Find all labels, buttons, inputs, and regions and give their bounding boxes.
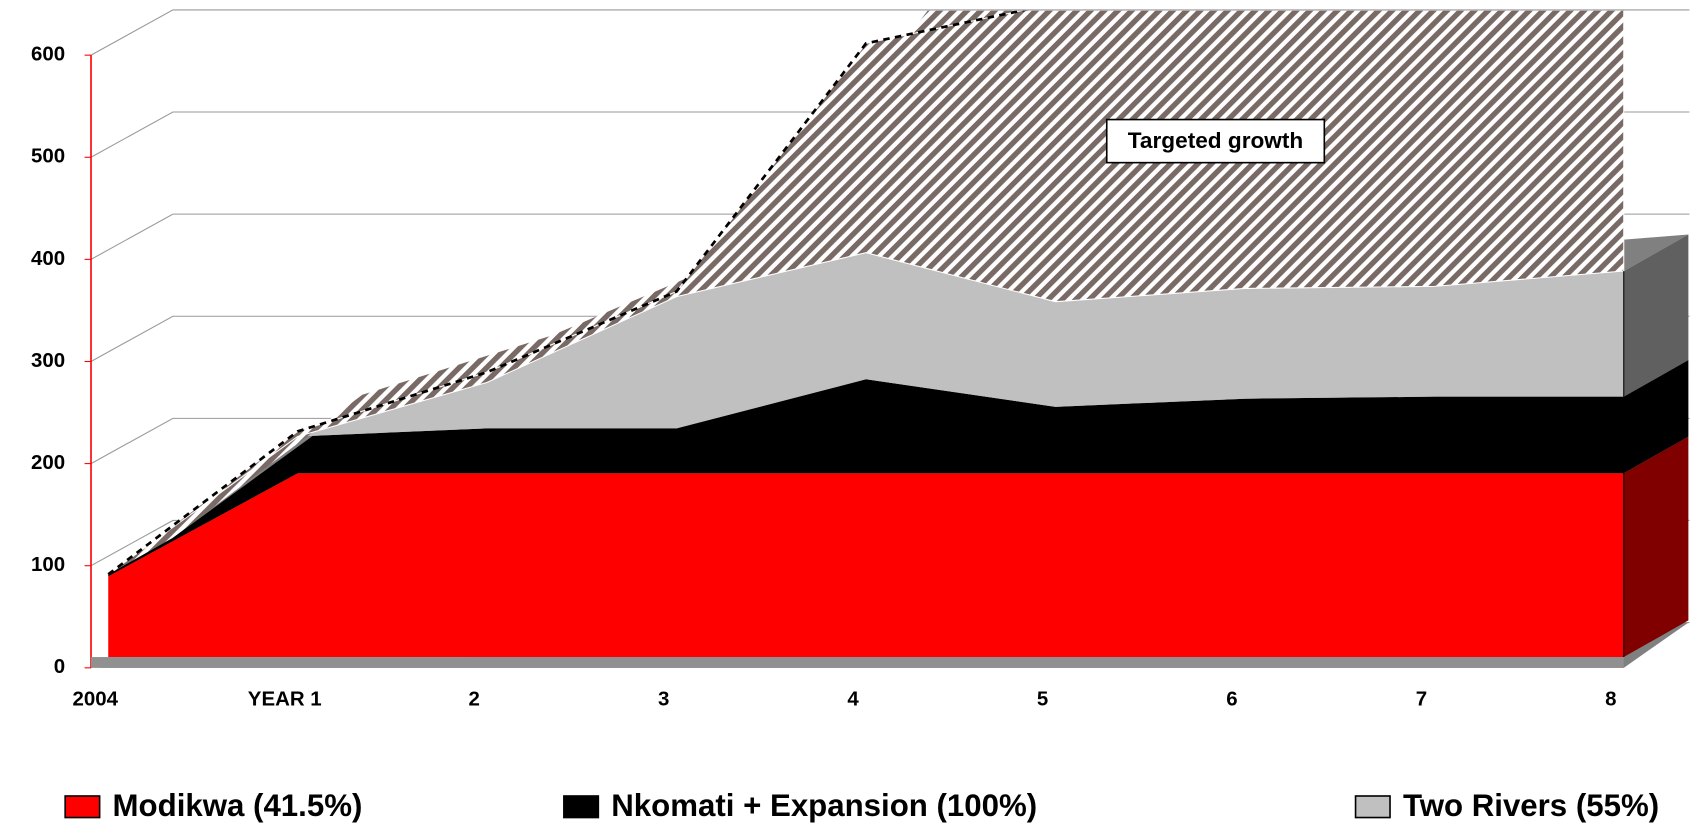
x-tick-label: 8 [1605, 688, 1616, 711]
y-tick-label: 600 [31, 43, 65, 66]
x-tick-label: YEAR 1 [248, 688, 322, 711]
annotation: Targeted growth [1128, 128, 1303, 153]
y-tick-label: 500 [31, 145, 65, 168]
x-tick-label: 4 [847, 688, 859, 711]
area-side [1623, 360, 1689, 474]
legend-label: Nkomati + Expansion (100%) [611, 788, 1037, 823]
x-tick-label: 6 [1226, 688, 1237, 711]
grid-line [90, 9, 1690, 56]
x-tick-label: 3 [658, 688, 669, 711]
plot-area [107, 10, 1689, 658]
growth-outline [107, 10, 1028, 576]
x-tick-label: 5 [1037, 688, 1048, 711]
legend-label: Two Rivers (55%) [1403, 788, 1659, 823]
y-tick-label: 400 [31, 247, 65, 270]
legend-label: Modikwa (41.5%) [113, 788, 363, 823]
area-side [1623, 436, 1689, 658]
x-tick-label: 7 [1416, 688, 1427, 711]
y-tick-label: 300 [31, 349, 65, 372]
legend-swatch [563, 795, 600, 819]
annotation-box [1105, 118, 1326, 164]
y-tick-label: 100 [31, 553, 65, 576]
x-tick-label: 2004 [73, 688, 119, 711]
y-tick-label: 200 [31, 451, 65, 474]
x-tick-label: 2 [469, 688, 480, 711]
y-tick-label: 0 [54, 655, 65, 678]
area-side [1623, 234, 1689, 397]
legend-swatch [1354, 795, 1391, 819]
legend-swatch [64, 795, 101, 819]
area [108, 252, 1624, 575]
floor-front [91, 657, 1624, 668]
area [108, 379, 1624, 577]
area [108, 473, 1624, 658]
